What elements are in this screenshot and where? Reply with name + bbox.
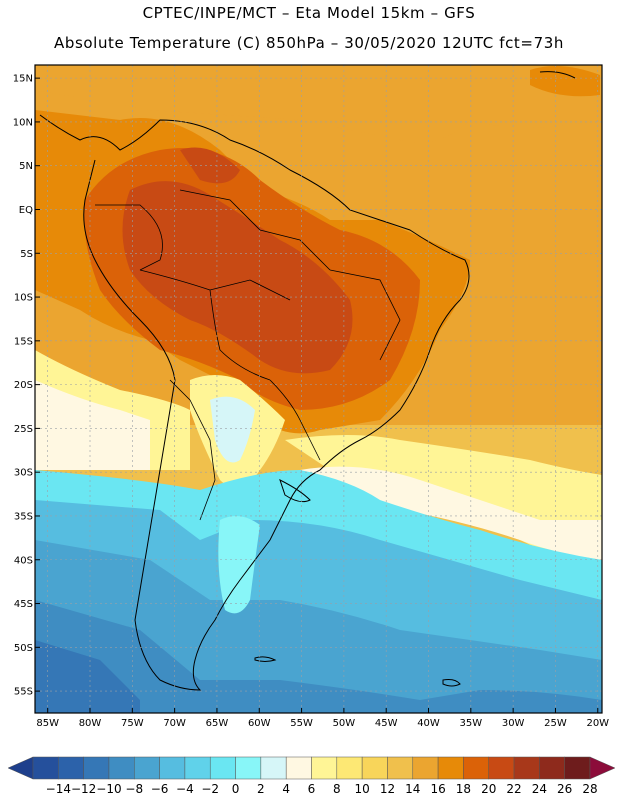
lon-label: 40W (417, 718, 440, 729)
legend-label: 4 (282, 782, 290, 796)
lat-label: 5S (20, 249, 33, 260)
legend-label: 26 (557, 782, 572, 796)
lat-label: EQ (19, 205, 33, 216)
legend-swatch (134, 756, 160, 780)
legend-swatch (412, 756, 439, 780)
legend-label: −6 (151, 782, 169, 796)
lon-label: 50W (333, 718, 356, 729)
legend-swatch (539, 756, 565, 780)
legend-label: 16 (430, 782, 445, 796)
legend-label: 12 (380, 782, 395, 796)
legend-label: −2 (201, 782, 219, 796)
title-line-2: Absolute Temperature (C) 850hPa – 30/05/… (54, 34, 564, 52)
legend-swatch (361, 756, 388, 780)
temperature-field (35, 65, 602, 713)
legend-label: 14 (405, 782, 420, 796)
legend-label: −8 (125, 782, 143, 796)
lon-label: 65W (206, 718, 229, 729)
legend-swatch (513, 756, 540, 780)
lat-label: 10S (14, 293, 33, 304)
legend-swatch (260, 756, 287, 780)
latitude-labels: 15N 10N 5N EQ 5S 10S 15S 20S 25S 30S 35S 40S 45S 50S 5… (13, 74, 40, 698)
legend-label: 10 (354, 782, 369, 796)
legend-swatch (235, 756, 262, 780)
color-legend: −14 −12 −10 −8 −6 −4 −2 0 2 4 6 8 10 12 14 16 18 20 22 24 26… (7, 756, 616, 796)
legend-label: 24 (532, 782, 547, 796)
lon-label: 20W (586, 718, 609, 729)
lat-label: 20S (14, 380, 33, 391)
legend-swatch (336, 756, 363, 780)
legend-swatches (7, 756, 616, 780)
lon-label: 55W (290, 718, 313, 729)
legend-arrow-high (589, 756, 616, 780)
legend-swatch (285, 756, 312, 780)
legend-label: 2 (257, 782, 265, 796)
lon-label: 30W (502, 718, 525, 729)
lon-label: 70W (163, 718, 186, 729)
title-line-1: CPTEC/INPE/MCT – Eta Model 15km – GFS (142, 4, 476, 22)
lon-label: 60W (248, 718, 271, 729)
lon-label: 25W (544, 718, 567, 729)
lon-label: 75W (121, 718, 144, 729)
lon-label: 85W (36, 718, 59, 729)
lat-label: 35S (14, 511, 33, 522)
coastlines (39, 71, 576, 691)
lat-label: 10N (13, 117, 33, 128)
lat-label: 15N (13, 74, 33, 85)
lon-label: 35W (460, 718, 483, 729)
legend-swatch (437, 756, 464, 780)
graticule (35, 65, 602, 713)
lon-label: 45W (375, 718, 398, 729)
legend-label: 18 (456, 782, 471, 796)
legend-swatch (488, 756, 515, 780)
legend-label: 6 (308, 782, 316, 796)
legend-swatch (387, 756, 414, 780)
legend-label: 20 (481, 782, 496, 796)
legend-swatch (32, 756, 59, 780)
legend-label: −14 (46, 782, 71, 796)
legend-swatch (564, 756, 591, 780)
legend-labels: −14 −12 −10 −8 −6 −4 −2 0 2 4 6 8 10 12 14 16 18 20 22 24 26… (46, 782, 598, 796)
legend-swatch (58, 756, 84, 780)
longitude-labels: 85W 80W 75W 70W 65W 60W 55W 50W 45W 40W 35W 30W 25W 2… (36, 708, 609, 729)
legend-label: −10 (96, 782, 121, 796)
legend-label: 0 (232, 782, 240, 796)
lat-label: 30S (14, 468, 33, 479)
legend-swatch (83, 756, 110, 780)
map-panel: 15N 10N 5N EQ 5S 10S 15S 20S 25S 30S 35S 40S 45S 50S 5… (13, 64, 609, 729)
legend-swatch (311, 756, 338, 780)
lat-label: 55S (14, 687, 33, 698)
legend-label: 28 (582, 782, 597, 796)
legend-label: −4 (176, 782, 194, 796)
legend-arrow-low (7, 756, 34, 780)
legend-swatch (108, 756, 135, 780)
legend-label: 8 (333, 782, 341, 796)
legend-label: −12 (71, 782, 96, 796)
lat-label: 15S (14, 336, 33, 347)
map-frame (34, 64, 603, 714)
lat-label: 25S (14, 424, 33, 435)
lat-label: 50S (14, 643, 33, 654)
legend-swatch (159, 756, 186, 780)
lat-label: 40S (14, 555, 33, 566)
legend-swatch (209, 756, 236, 780)
legend-label: 22 (506, 782, 521, 796)
lat-label: 5N (19, 161, 33, 172)
country-borders (95, 189, 401, 521)
legend-swatch (463, 756, 489, 780)
legend-swatch (184, 756, 211, 780)
lat-label: 45S (14, 599, 33, 610)
lon-label: 80W (79, 718, 102, 729)
